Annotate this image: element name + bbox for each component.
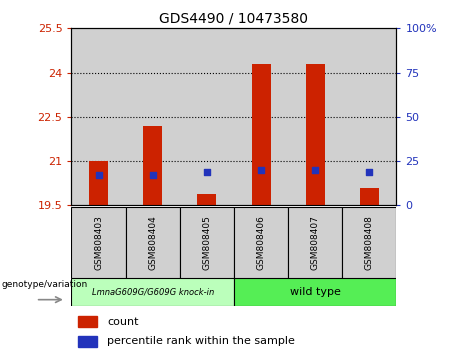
Bar <box>288 28 342 205</box>
Text: GSM808406: GSM808406 <box>256 215 266 270</box>
Bar <box>71 207 125 278</box>
Bar <box>234 207 288 278</box>
Bar <box>360 188 379 205</box>
Bar <box>234 278 396 306</box>
Text: wild type: wild type <box>290 287 341 297</box>
Bar <box>180 207 234 278</box>
Bar <box>306 64 325 205</box>
Bar <box>71 278 234 306</box>
Text: GSM808403: GSM808403 <box>94 215 103 270</box>
Point <box>149 172 156 178</box>
Point <box>95 172 102 178</box>
Text: genotype/variation: genotype/variation <box>1 280 88 289</box>
Text: GSM808405: GSM808405 <box>202 215 212 270</box>
Title: GDS4490 / 10473580: GDS4490 / 10473580 <box>160 12 308 26</box>
Point <box>203 169 211 175</box>
Bar <box>288 207 342 278</box>
Bar <box>78 316 97 327</box>
Bar <box>125 207 180 278</box>
Bar <box>180 28 234 205</box>
Bar <box>234 28 288 205</box>
Bar <box>71 28 125 205</box>
Text: count: count <box>107 316 139 327</box>
Text: LmnaG609G/G609G knock-in: LmnaG609G/G609G knock-in <box>92 287 214 297</box>
Bar <box>89 161 108 205</box>
Bar <box>125 28 180 205</box>
Point <box>312 167 319 173</box>
Bar <box>342 28 396 205</box>
Bar <box>197 194 216 205</box>
Bar <box>143 126 162 205</box>
Text: GSM808407: GSM808407 <box>311 215 320 270</box>
Text: GSM808408: GSM808408 <box>365 215 374 270</box>
Point <box>257 167 265 173</box>
Bar <box>78 336 97 347</box>
Text: GSM808404: GSM808404 <box>148 215 157 270</box>
Bar <box>252 64 271 205</box>
Bar <box>342 207 396 278</box>
Text: percentile rank within the sample: percentile rank within the sample <box>107 336 295 346</box>
Point <box>366 169 373 175</box>
